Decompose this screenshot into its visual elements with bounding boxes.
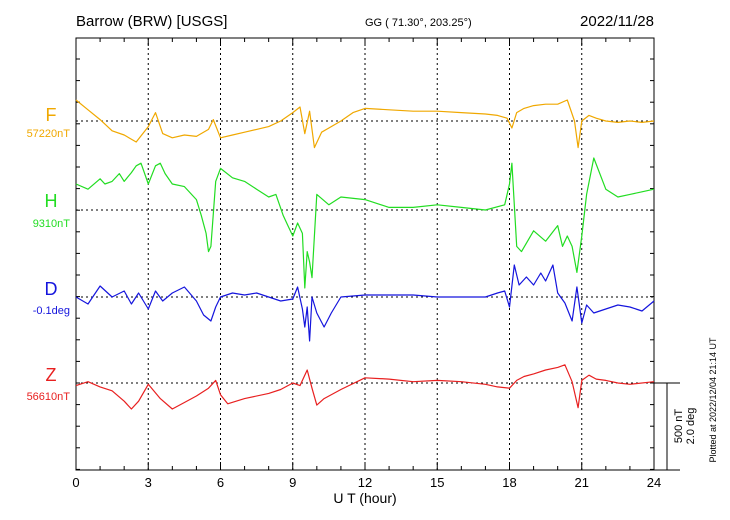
x-tick-label-18: 18	[502, 475, 516, 490]
series-line-d	[75, 264, 655, 342]
x-tick-label-24: 24	[647, 475, 661, 490]
x-tick-label-9: 9	[289, 475, 296, 490]
x-tick-label-15: 15	[430, 475, 444, 490]
scale-bar-nt: 500 nT	[673, 409, 685, 444]
series-name-h: H	[45, 191, 58, 211]
series-name-f: F	[46, 105, 57, 125]
x-tick-label-6: 6	[217, 475, 224, 490]
series-name-z: Z	[46, 365, 57, 385]
series-baseline-value-d: -0.1deg	[33, 305, 70, 317]
scale-bar: 500 nT 2.0 deg	[654, 382, 697, 471]
x-tick-labels: 0 3 6 9 12 15 18 21 24	[72, 475, 661, 490]
x-axis-label: U T (hour)	[333, 490, 396, 506]
series-lines	[75, 99, 655, 410]
series-line-z	[75, 364, 655, 410]
station-coordinates: GG ( 71.30°, 203.25°)	[365, 17, 472, 29]
series-baseline-value-f: 57220nT	[27, 128, 71, 140]
x-tick-label-12: 12	[358, 475, 372, 490]
x-tick-label-21: 21	[575, 475, 589, 490]
series-baseline-value-z: 56610nT	[27, 391, 71, 403]
vertical-gridlines	[147, 38, 583, 470]
scale-bar-deg: 2.0 deg	[685, 408, 697, 445]
axis-ticks	[75, 38, 655, 470]
series-name-d: D	[45, 279, 58, 299]
station-title: Barrow (BRW) [USGS]	[76, 13, 227, 30]
series-baseline-value-h: 9310nT	[33, 218, 71, 230]
series-baselines	[76, 120, 654, 384]
series-labels: F 57220nT H 9310nT D -0.1deg Z 56610nT	[27, 105, 71, 403]
series-line-f	[75, 99, 655, 149]
plot-date: 2022/11/28	[580, 13, 654, 30]
plotted-timestamp: Plotted at 2022/12/04 21:14 UT	[708, 337, 718, 463]
x-tick-label-3: 3	[145, 475, 152, 490]
series-line-h	[75, 157, 655, 289]
x-tick-label-0: 0	[72, 475, 79, 490]
